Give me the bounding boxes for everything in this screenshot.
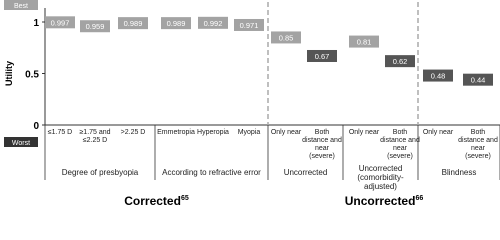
category-label: Hyperopia [197, 129, 229, 136]
category-label: Only near [422, 129, 454, 136]
category-label: Both distance and near (severe) [458, 129, 498, 160]
value-label: 0.85 [279, 33, 294, 42]
value-box [161, 17, 191, 30]
category-label: >2.25 D [120, 129, 146, 136]
value-label: 0.44 [471, 76, 486, 85]
category-label: Only near [270, 129, 302, 136]
group-label: Uncorrected (comorbidity-adjusted) [357, 164, 404, 191]
worst-label: Worst [12, 140, 30, 147]
value-box [234, 18, 264, 31]
group-label: Blindness [441, 168, 477, 177]
category-label: ≥1.75 and ≤2.25 D [79, 129, 111, 144]
supergroup-text: Corrected [124, 194, 181, 208]
value-box [271, 31, 301, 44]
group-label: Degree of presbyopia [61, 168, 139, 177]
worst-box [4, 137, 38, 147]
value-label: 0.62 [393, 57, 408, 66]
category-label: Emmetropia [157, 129, 195, 136]
supergroup-text: Uncorrected [344, 194, 416, 208]
category-label: Both distance and near (severe) [302, 129, 342, 160]
plot: Utility 0 0.5 1 Best Worst 0.997 0.959 0.989 0.98… [4, 0, 500, 180]
y-tick-label: 0.5 [25, 70, 39, 81]
value-label: 0.989 [167, 19, 186, 28]
supergroup-label: Corrected65 [45, 194, 268, 208]
value-box [349, 35, 379, 48]
value-box [198, 16, 228, 29]
value-label: 0.81 [357, 38, 372, 47]
best-label: Best [14, 3, 28, 10]
value-box [463, 73, 493, 86]
value-label: 0.989 [124, 19, 143, 28]
value-label: 0.992 [204, 19, 223, 28]
value-label: 0.997 [51, 18, 70, 27]
value-label: 0.48 [431, 72, 446, 81]
value-box [307, 49, 337, 62]
supergroup-label: Uncorrected66 [268, 194, 500, 208]
value-label: 0.959 [86, 22, 105, 31]
value-label: 0.67 [315, 52, 330, 61]
supergroup-ref: 65 [180, 195, 189, 202]
category-label: Only near [348, 129, 380, 136]
value-box [423, 69, 453, 82]
y-axis-label: Utility [4, 61, 14, 86]
group-label: Uncorrected [283, 168, 328, 177]
supergroup-ref: 66 [415, 195, 424, 202]
category-label: Both distance and near (severe) [380, 129, 420, 160]
group-label: According to refractive error [162, 168, 261, 177]
y-tick-label: 0 [33, 121, 39, 132]
category-label: ≤1.75 D [47, 129, 73, 136]
value-box [385, 55, 415, 68]
category-label: Myopia [237, 129, 261, 136]
value-box [45, 16, 75, 29]
value-box [80, 20, 110, 33]
chart: Utility 0 0.5 1 Best Worst 0.997 0.959 0.989 0.98… [4, 0, 500, 208]
value-label: 0.971 [240, 21, 259, 30]
y-tick-label: 1 [33, 18, 39, 29]
value-box [118, 17, 148, 30]
best-box [4, 0, 38, 10]
